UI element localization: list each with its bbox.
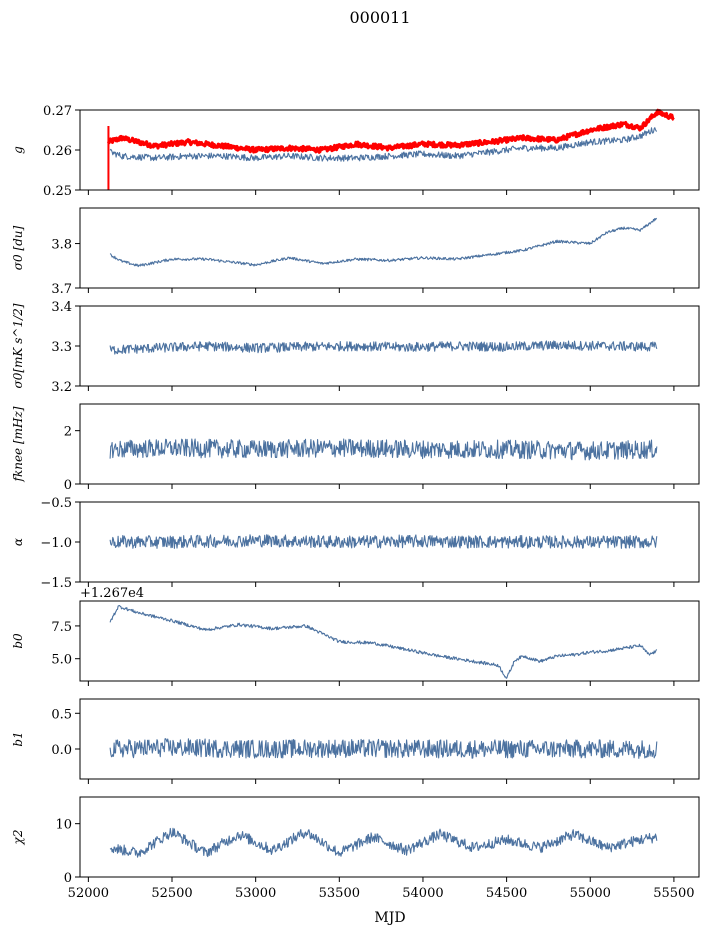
y-tick-label: 7.5 xyxy=(51,620,72,635)
y-tick-label: −1.0 xyxy=(40,536,72,551)
y-tick-label: 0.26 xyxy=(43,144,72,159)
x-axis-label: MJD xyxy=(374,910,405,926)
axes-frame-4 xyxy=(79,403,700,485)
series-line-series-1 xyxy=(109,127,658,162)
x-tick-label: 55000 xyxy=(570,886,611,901)
y-tick-label: 0 xyxy=(64,478,72,493)
y-tick-label: 10 xyxy=(55,818,72,833)
y-axis-label-8: χ2 xyxy=(11,830,25,846)
x-tick-label: 54000 xyxy=(402,886,443,901)
y-axis-label-3: σ0[mK s^1/2] xyxy=(11,303,25,388)
panels: 0.25 0.26 0.27 g 3.7 3.8 σ0 [du] 3.2 3.3 3.4 σ0[mK… xyxy=(11,104,700,901)
y-tick-label: 0.27 xyxy=(43,104,72,119)
x-tick-label: 53000 xyxy=(235,886,276,901)
series-line-reference-1 xyxy=(106,108,675,154)
series-line-main-3 xyxy=(109,340,658,355)
panel-7: 0.0 0.5 b1 xyxy=(11,698,700,784)
x-tick-label: 55500 xyxy=(653,886,694,901)
panel-8: 52000 52500 53000 53500 54000 54500 55000 55500… xyxy=(11,796,700,901)
panel-4: 0 2 fknee [mHz] xyxy=(11,403,700,493)
series-line-main-5 xyxy=(109,534,658,549)
panel-1: 0.25 0.26 0.27 g xyxy=(11,104,700,199)
series-line-main-4 xyxy=(109,438,658,461)
y-tick-label: 0.25 xyxy=(43,184,72,199)
y-tick-label: 3.4 xyxy=(51,300,72,315)
panel-6: 5.0 7.5 b0 +1.267e4 xyxy=(11,586,700,686)
y-tick-label: 3.8 xyxy=(51,238,72,253)
panel-3: 3.2 3.3 3.4 σ0[mK s^1/2] xyxy=(11,300,700,395)
axis-offset-text: +1.267e4 xyxy=(80,586,144,601)
x-tick-label: 52500 xyxy=(151,886,192,901)
x-tick-label: 53500 xyxy=(319,886,360,901)
y-tick-label: −0.5 xyxy=(40,496,72,511)
y-tick-label: −1.5 xyxy=(40,576,72,591)
axes-frame-8 xyxy=(79,796,700,878)
y-axis-label-5: α xyxy=(11,538,25,546)
y-tick-label: 3.7 xyxy=(51,282,72,297)
y-tick-label: 2 xyxy=(64,425,72,440)
y-tick-label: 5.0 xyxy=(51,653,72,668)
axes-frame-6 xyxy=(79,600,700,682)
figure-title: 000011 xyxy=(349,8,410,27)
series-line-main-2 xyxy=(109,217,657,268)
y-axis-label-7: b1 xyxy=(11,731,25,746)
y-axis-label-2: σ0 [du] xyxy=(11,225,25,270)
y-tick-label: 3.3 xyxy=(51,340,72,355)
series-line-main-8 xyxy=(109,827,658,858)
panel-2: 3.7 3.8 σ0 [du] xyxy=(11,207,700,297)
y-tick-label: 0.0 xyxy=(51,743,72,758)
y-axis-label-4: fknee [mHz] xyxy=(11,406,25,482)
x-tick-label: 52000 xyxy=(68,886,109,901)
axes-frame-1 xyxy=(79,109,700,191)
axes-frame-7 xyxy=(79,698,700,780)
series-line-main-7 xyxy=(109,738,658,759)
axes-frame-2 xyxy=(79,207,700,289)
y-axis-label-6: b0 xyxy=(11,633,25,649)
x-tick-label: 54500 xyxy=(486,886,527,901)
series-line-main-6 xyxy=(109,604,658,679)
panel-5: −1.5 −1.0 −0.5 α xyxy=(11,496,700,591)
y-axis-label-1: g xyxy=(11,146,25,154)
y-tick-label: 3.2 xyxy=(51,380,72,395)
y-tick-label: 0 xyxy=(64,871,72,886)
y-tick-label: 0.5 xyxy=(51,707,72,722)
